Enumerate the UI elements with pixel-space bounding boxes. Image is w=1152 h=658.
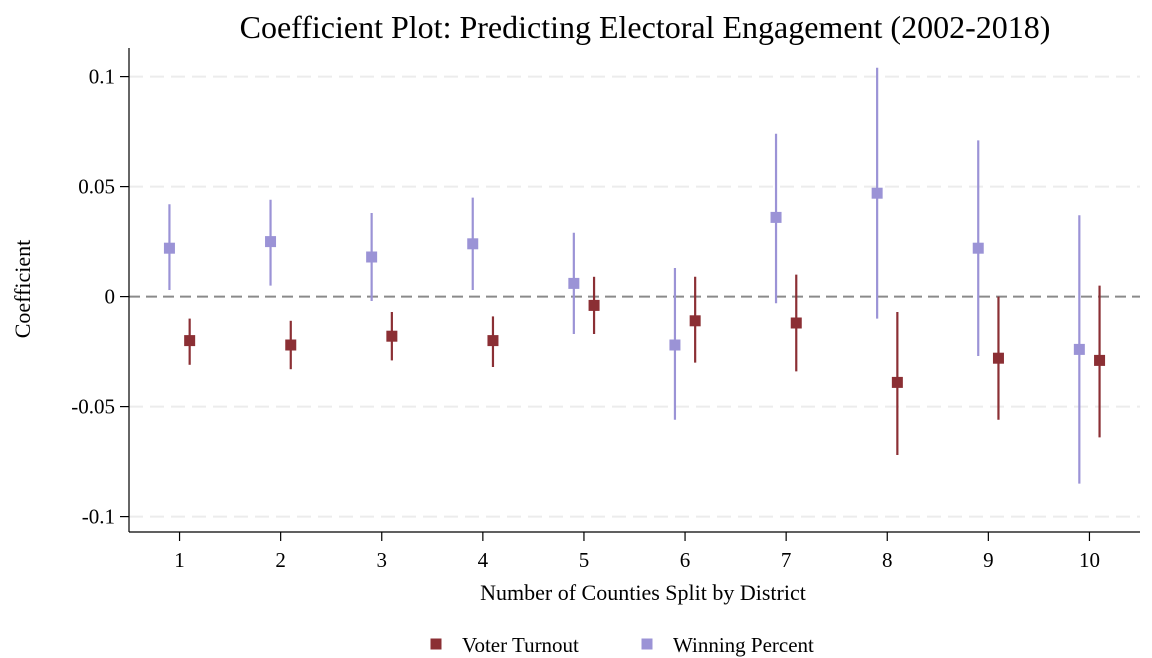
point-marker: [1094, 354, 1106, 366]
y-tick-label: 0.1: [89, 65, 115, 89]
point-marker: [770, 211, 782, 223]
point-marker: [871, 187, 883, 199]
y-tick-label: -0.1: [82, 505, 115, 529]
point-marker: [992, 352, 1004, 364]
series-winning-percent: [163, 67, 1085, 484]
legend-label: Voter Turnout: [462, 633, 579, 657]
y-tick-label: 0: [105, 285, 116, 309]
x-axis-label: Number of Counties Split by District: [480, 580, 806, 605]
point-marker: [689, 315, 701, 327]
point-marker: [366, 251, 378, 263]
legend-marker: [430, 638, 442, 650]
point-marker: [285, 339, 297, 351]
point-marker: [669, 339, 681, 351]
series-voter-turnout: [184, 274, 1106, 455]
legend-label: Winning Percent: [673, 633, 814, 657]
point-marker: [163, 242, 175, 254]
data-marks: [163, 67, 1106, 484]
x-tick-label: 9: [983, 548, 994, 572]
axes: [128, 48, 1140, 533]
x-tick-label: 4: [478, 548, 489, 572]
x-tick-label: 6: [680, 548, 691, 572]
legend-marker: [641, 638, 653, 650]
y-axis-ticks: 0.1 0.05 0 -0.05 -0.1: [71, 65, 129, 529]
legend: Voter Turnout Winning Percent: [430, 633, 814, 657]
point-marker: [891, 376, 903, 388]
legend-item: Winning Percent: [641, 633, 814, 657]
point-marker: [568, 277, 580, 289]
point-marker: [265, 236, 277, 248]
x-tick-label: 5: [579, 548, 590, 572]
y-tick-label: 0.05: [78, 175, 115, 199]
x-tick-label: 1: [174, 548, 185, 572]
point-marker: [790, 317, 802, 329]
gridlines: [129, 75, 1140, 518]
x-tick-label: 8: [882, 548, 893, 572]
x-tick-label: 2: [275, 548, 286, 572]
point-marker: [1073, 343, 1085, 355]
point-marker: [184, 335, 196, 347]
chart-title: Coefficient Plot: Predicting Electoral E…: [240, 9, 1051, 45]
point-marker: [386, 330, 398, 342]
point-marker: [487, 335, 499, 347]
x-tick-label: 7: [781, 548, 792, 572]
point-marker: [588, 299, 600, 311]
y-axis-label: Coefficient: [10, 240, 35, 339]
point-marker: [467, 238, 479, 250]
y-tick-label: -0.05: [71, 395, 115, 419]
x-tick-label: 10: [1079, 548, 1100, 572]
legend-item: Voter Turnout: [430, 633, 579, 657]
x-tick-label: 3: [377, 548, 388, 572]
x-axis-ticks: 1 2 3 4 5 6 7 8 9 10: [174, 532, 1100, 572]
point-marker: [972, 242, 984, 254]
